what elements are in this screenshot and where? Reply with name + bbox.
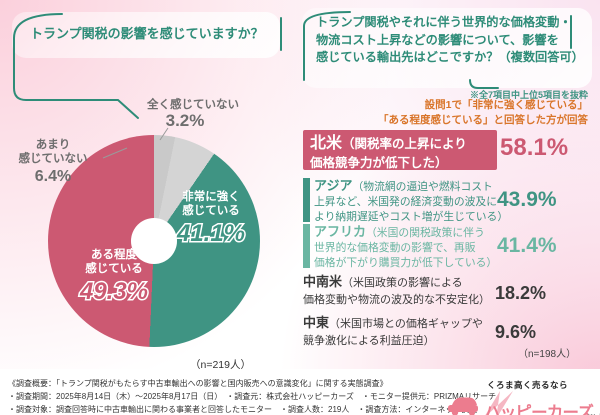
svg-text:ハッピーカーズ: ハッピーカーズ: [484, 402, 594, 415]
